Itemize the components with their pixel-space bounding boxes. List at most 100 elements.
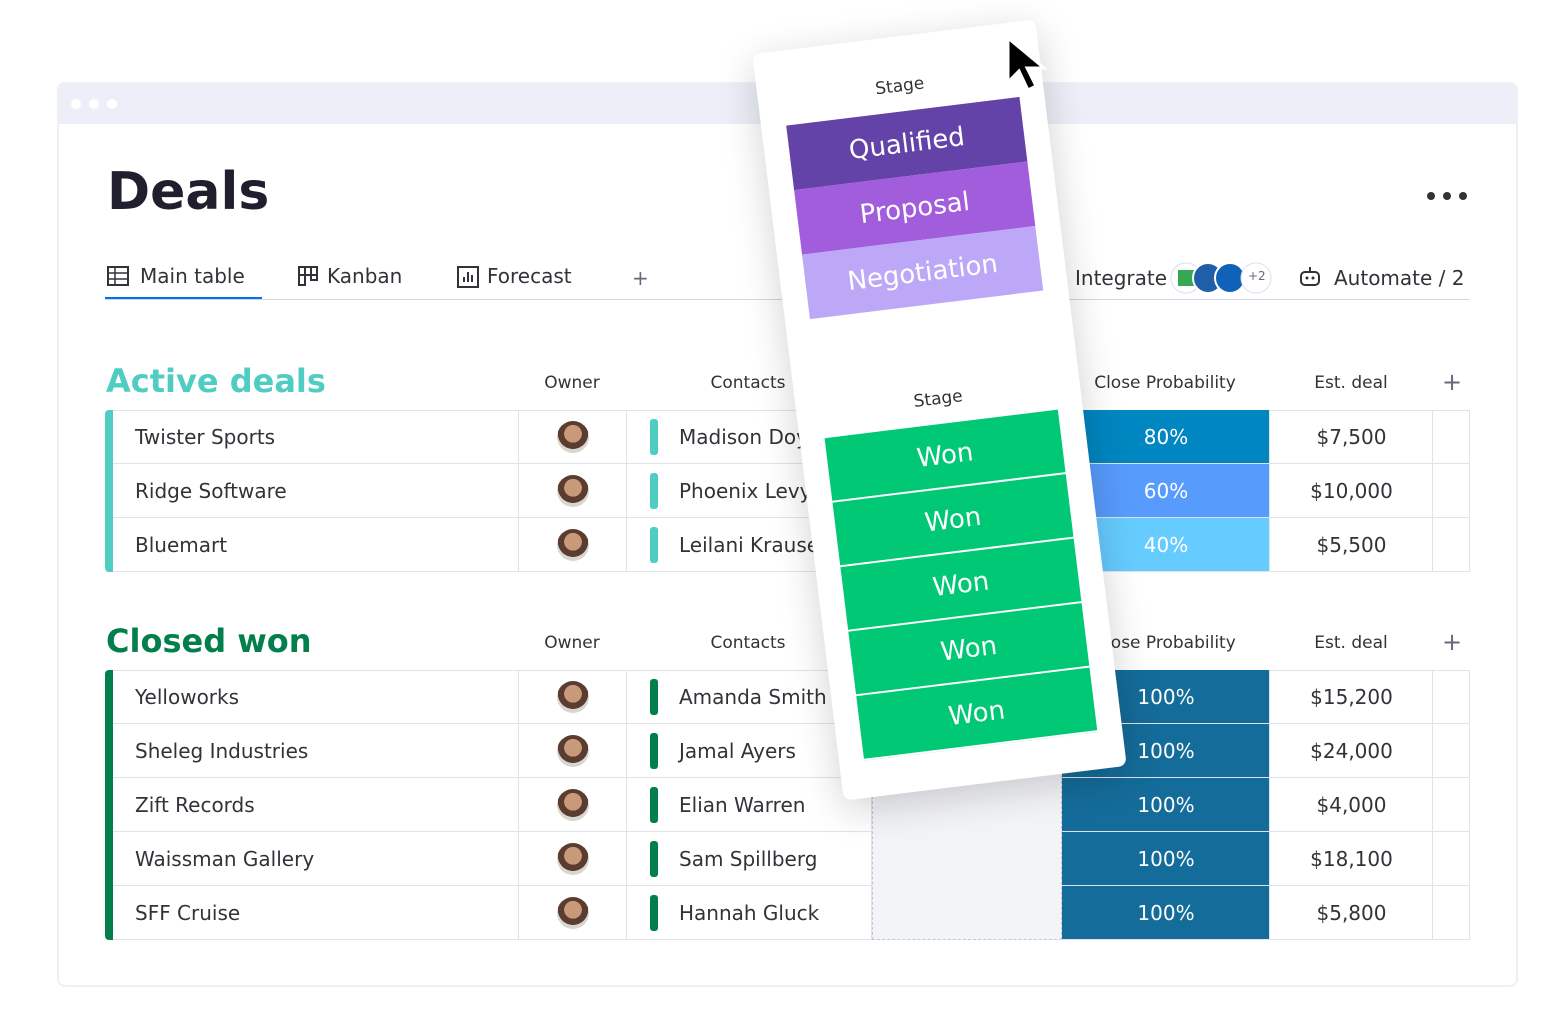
- cell: [1062, 886, 1270, 940]
- cell: [113, 778, 519, 832]
- add-column[interactable]: +: [1442, 628, 1463, 656]
- probability: 80%: [1143, 425, 1189, 449]
- deal-name[interactable]: Twister Sports: [135, 425, 276, 449]
- probability: 60%: [1143, 479, 1189, 503]
- contact-bar: [650, 733, 658, 769]
- probability: 100%: [1137, 901, 1195, 925]
- estimate: $4,000: [1316, 793, 1387, 817]
- column-header: Contacts: [710, 633, 786, 653]
- cell: [1270, 778, 1433, 832]
- estimate: $5,500: [1316, 533, 1387, 557]
- cell: [519, 518, 627, 572]
- active-tab-underline: [105, 297, 262, 300]
- contact-name: Leilani Krause: [679, 533, 820, 557]
- probability: 100%: [1137, 739, 1195, 763]
- automate[interactable]: Automate / 2: [1334, 266, 1465, 290]
- cell: [113, 518, 519, 572]
- cell: [1433, 518, 1470, 572]
- cell: [1433, 670, 1470, 724]
- column-header: Contacts: [710, 373, 786, 393]
- owner-avatar: [557, 735, 589, 767]
- table-top-border: [113, 670, 1470, 671]
- group-title: Closed won: [106, 622, 312, 660]
- robot-icon: [1300, 267, 1320, 286]
- cell: [1433, 832, 1470, 886]
- tab[interactable]: Forecast: [487, 264, 572, 288]
- cell: [1433, 778, 1470, 832]
- column-header: Close Probability: [1094, 633, 1236, 653]
- deal-name[interactable]: Zift Records: [135, 793, 255, 817]
- integrate-more: +2: [1248, 269, 1266, 283]
- cell: [627, 832, 872, 886]
- contact-bar: [650, 841, 658, 877]
- estimate: $18,100: [1310, 847, 1393, 871]
- cell: [519, 832, 627, 886]
- cell: [1270, 464, 1433, 518]
- contact-bar: [650, 419, 658, 455]
- column-header: Close Probability: [1094, 373, 1236, 393]
- cell: [519, 464, 627, 518]
- owner-avatar: [557, 529, 589, 561]
- tab[interactable]: Main table: [140, 264, 245, 288]
- cell: [519, 724, 627, 778]
- probability: 40%: [1143, 533, 1189, 557]
- estimate: $15,200: [1310, 685, 1393, 709]
- window-dot: [89, 99, 99, 109]
- deal-name[interactable]: Bluemart: [135, 533, 228, 557]
- group-color-bar: [105, 670, 113, 940]
- tab[interactable]: Kanban: [327, 264, 403, 288]
- contact-name: Sam Spillberg: [679, 847, 818, 871]
- estimate: $10,000: [1310, 479, 1393, 503]
- add-column[interactable]: +: [1442, 368, 1463, 396]
- cell: [1433, 724, 1470, 778]
- column-header: Owner: [544, 373, 600, 393]
- cell: [1433, 886, 1470, 940]
- deal-name[interactable]: Sheleg Industries: [135, 739, 309, 763]
- cell: [1270, 410, 1433, 464]
- contact-bar: [650, 787, 658, 823]
- add-tab[interactable]: +: [632, 266, 649, 290]
- contact-name: Jamal Ayers: [679, 739, 796, 763]
- contact-name: Elian Warren: [679, 793, 806, 817]
- menu-button[interactable]: [1426, 190, 1470, 202]
- cell: [627, 886, 872, 940]
- table-icon: [107, 266, 129, 286]
- contact-bar: [650, 679, 658, 715]
- probability: 100%: [1137, 685, 1195, 709]
- owner-avatar: [557, 897, 589, 929]
- cell: [1270, 832, 1433, 886]
- deal-name[interactable]: Ridge Software: [135, 479, 287, 503]
- probability: 100%: [1137, 847, 1195, 871]
- cell: [1270, 886, 1433, 940]
- cell: [519, 778, 627, 832]
- cell: [519, 670, 627, 724]
- deal-name[interactable]: SFF Cruise: [135, 901, 241, 925]
- integrate[interactable]: Integrate: [1075, 266, 1168, 290]
- kanban-icon: [298, 266, 318, 286]
- owner-avatar: [557, 421, 589, 453]
- contact-bar: [650, 473, 658, 509]
- deal-name[interactable]: Yelloworks: [135, 685, 240, 709]
- deal-name[interactable]: Waissman Gallery: [135, 847, 315, 871]
- contact-name: Phoenix Levy: [679, 479, 812, 503]
- column-header: Est. deal: [1314, 373, 1388, 393]
- contact-bar: [650, 527, 658, 563]
- cell: [1433, 464, 1470, 518]
- cell: [1270, 518, 1433, 572]
- cell: [627, 778, 872, 832]
- estimate: $24,000: [1310, 739, 1393, 763]
- owner-avatar: [557, 843, 589, 875]
- cell: [113, 410, 519, 464]
- cell: [113, 724, 519, 778]
- contact-name: Hannah Gluck: [679, 901, 820, 925]
- cell: [113, 670, 519, 724]
- column-header: Owner: [544, 633, 600, 653]
- column-header: Est. deal: [1314, 633, 1388, 653]
- window-dot: [71, 99, 81, 109]
- cell: [1270, 670, 1433, 724]
- group-color-bar: [105, 410, 113, 572]
- contact-name: Madison Doy: [679, 425, 808, 449]
- probability: 100%: [1137, 793, 1195, 817]
- contact-bar: [650, 895, 658, 931]
